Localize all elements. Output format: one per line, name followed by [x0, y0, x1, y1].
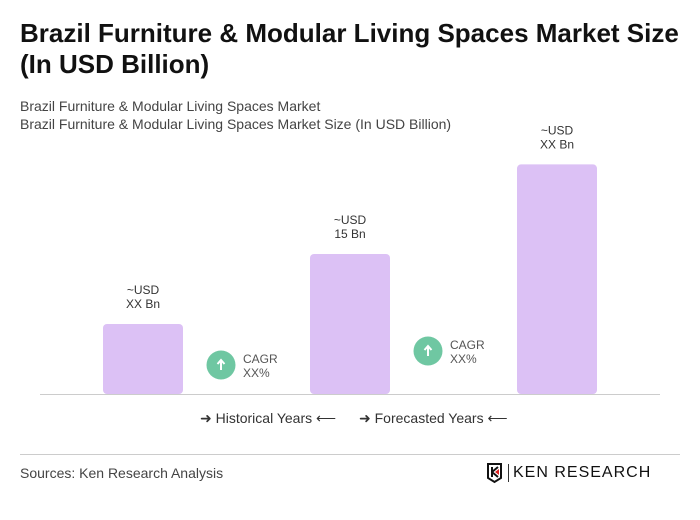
ken-research-logo: KEN RESEARCH [486, 462, 651, 484]
cagr-value: XX% [243, 366, 270, 380]
divider [20, 454, 680, 455]
source-text: Sources: Ken Research Analysis [20, 465, 224, 481]
arrow-up-icon [216, 358, 226, 370]
data-label: ~USD [127, 283, 160, 297]
legend-historical: ➜ Historical Years ⟵ [200, 410, 337, 426]
cagr-label: CAGR [243, 352, 278, 366]
cagr-value: XX% [450, 352, 477, 366]
data-label: 15 Bn [334, 227, 365, 241]
logo-mark-icon [487, 463, 502, 484]
data-label: ~USD [334, 213, 367, 227]
subtitle-2: Brazil Furniture & Modular Living Spaces… [20, 116, 452, 132]
data-label: XX Bn [126, 297, 160, 311]
arrow-up-icon [423, 344, 433, 356]
legend-forecasted: ➜ Forecasted Years ⟵ [359, 410, 508, 426]
bar [517, 164, 597, 394]
subtitle: Brazil Furniture & Modular Living Spaces… [20, 98, 321, 114]
data-label: XX Bn [540, 137, 574, 151]
page-title: Brazil Furniture & Modular Living Spaces… [20, 18, 679, 79]
data-label: ~USD [541, 123, 574, 137]
bar [103, 324, 183, 394]
cagr-label: CAGR [450, 338, 485, 352]
bar [310, 254, 390, 394]
